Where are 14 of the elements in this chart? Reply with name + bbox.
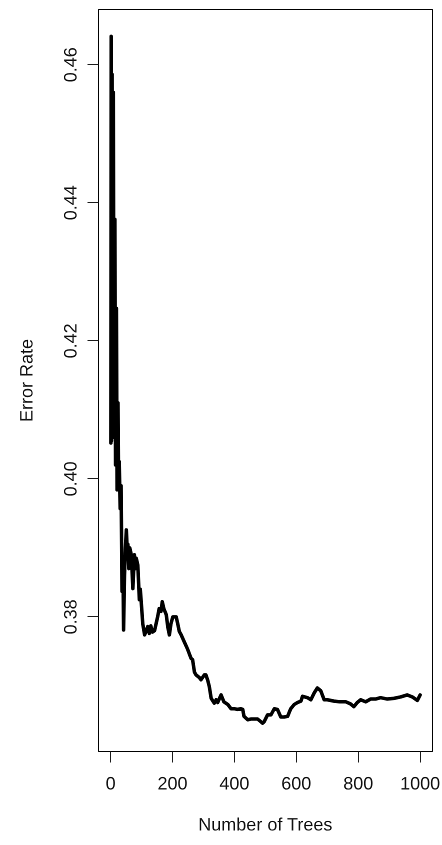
x-tick-label: 1000 <box>400 774 440 794</box>
y-axis-title: Error Rate <box>16 338 36 422</box>
y-tick-label: 0.42 <box>60 323 80 358</box>
y-tick-label: 0.40 <box>60 461 80 496</box>
y-tick-label: 0.38 <box>60 599 80 634</box>
x-axis-title: Number of Trees <box>198 814 332 834</box>
x-tick-label: 0 <box>106 774 116 794</box>
x-tick-label: 400 <box>219 774 250 794</box>
y-tick-label: 0.44 <box>60 185 80 220</box>
x-tick-label: 200 <box>157 774 188 794</box>
line-series <box>109 34 422 725</box>
y-tick-label: 0.46 <box>60 47 80 82</box>
x-tick-label: 800 <box>343 774 374 794</box>
x-tick-label: 600 <box>281 774 312 794</box>
